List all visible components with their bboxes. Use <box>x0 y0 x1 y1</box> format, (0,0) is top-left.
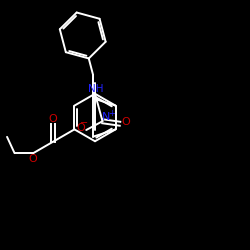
Text: NH: NH <box>88 84 103 94</box>
Text: O: O <box>28 154 37 164</box>
Text: O: O <box>121 117 130 127</box>
Text: O: O <box>48 114 57 124</box>
Text: −: − <box>80 118 88 128</box>
Text: O: O <box>76 123 85 133</box>
Text: N: N <box>102 112 110 122</box>
Text: +: + <box>108 109 116 118</box>
